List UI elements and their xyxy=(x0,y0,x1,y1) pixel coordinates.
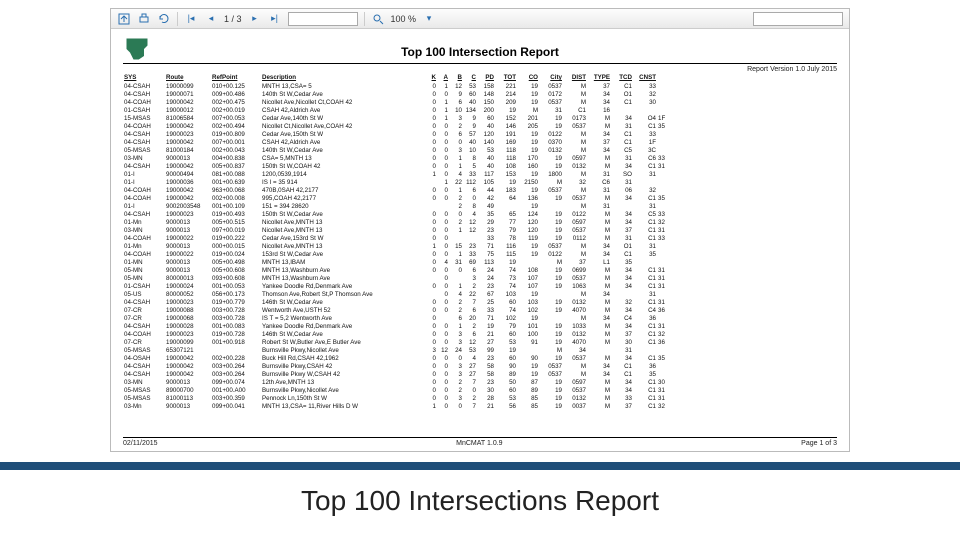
table-row: 07-CR19000088003+00.728Wentworth Ave,UST… xyxy=(123,306,837,314)
prev-page-icon[interactable]: ◂ xyxy=(204,12,218,26)
table-row: 15-MSAS81006584007+00.053Cedar Ave,140th… xyxy=(123,114,837,122)
table-row: 05-MN80000013093+00.608MNTH 13,Washburn … xyxy=(123,274,837,282)
table-row: 01-Mn9000013000+00.015Nicollet Ave,MNTH … xyxy=(123,242,837,250)
col-header: RefPoint xyxy=(211,73,261,82)
table-row: 01-I9002003548001+00.109151 = 394 286202… xyxy=(123,202,837,210)
table-row: 01-CSAH19000024001+00.053Yankee Doodle R… xyxy=(123,282,837,290)
zoom-level: 100 % xyxy=(391,14,417,24)
table-row: 01-I19000036001+00.639IS I = 35 91412211… xyxy=(123,178,837,186)
table-row: 05-MSAS81000184002+00.043140th St W,Ceda… xyxy=(123,146,837,154)
col-header: A xyxy=(437,73,449,82)
table-row: 04-CSAH19000042007+00.001CSAH 42,Aldrich… xyxy=(123,138,837,146)
table-row: 07-CR19000068003+00.728IS T = 5,2 Wentwo… xyxy=(123,314,837,322)
table-row: 04-COAH19000023019+00.728146th St W,Ceda… xyxy=(123,330,837,338)
table-row: 03-MN9000013004+00.838CSA= 5,MNTH 130018… xyxy=(123,154,837,162)
first-page-icon[interactable]: |◂ xyxy=(184,12,198,26)
report-footer: 02/11/2015 MnCMAT 1.0.9 Page 1 of 3 xyxy=(123,437,837,447)
col-header: K xyxy=(425,73,437,82)
table-row: 04-CSAH19000023019+00.493150th St W,Ceda… xyxy=(123,210,837,218)
print-icon[interactable] xyxy=(137,12,151,26)
table-row: 04-CSAH19000042005+00.837150th St W,COAH… xyxy=(123,162,837,170)
table-row: 01-Mn9000013005+00.515Nicollet Ave,MNTH … xyxy=(123,218,837,226)
report-viewer: |◂ ◂ 1 / 3 ▸ ▸| 100 % ▾ Top 100 Intersec… xyxy=(110,8,850,452)
table-row: 01-CSAH19000012002+00.019CSAH 42,Aldrich… xyxy=(123,106,837,114)
find-input[interactable] xyxy=(753,12,843,26)
col-header: TCD xyxy=(611,73,633,82)
zoom-dropdown-icon[interactable]: ▾ xyxy=(422,12,436,26)
table-row: 04-CSAH19000071009+00.486140th St W,Ceda… xyxy=(123,90,837,98)
footer-center: MnCMAT 1.0.9 xyxy=(456,440,502,447)
col-header: Route xyxy=(165,73,211,82)
col-header: PD xyxy=(477,73,495,82)
table-row: 04-CSAH19000023019+00.809Cedar Ave,150th… xyxy=(123,130,837,138)
table-row: 03-MN9000013099+00.07412th Ave,MNTH 1300… xyxy=(123,378,837,386)
col-header: SYS xyxy=(123,73,165,82)
goto-page-input[interactable] xyxy=(288,12,358,26)
report-title: Top 100 Intersection Report xyxy=(123,45,837,59)
table-row: 04-CSAH19000099010+00.125MNTH 13,CSA= 50… xyxy=(123,82,837,90)
table-row: 05-US80000052056+00.173Thomson Ave,Rober… xyxy=(123,290,837,298)
table-row: 04-COAH19000042002+00.475Nicollet Ave,Ni… xyxy=(123,98,837,106)
search-icon[interactable] xyxy=(371,12,385,26)
page-indicator: 1 / 3 xyxy=(224,14,242,24)
table-row: 05-MSAS81000113003+00.359Pennock Ln,150t… xyxy=(123,394,837,402)
last-page-icon[interactable]: ▸| xyxy=(268,12,282,26)
report-version: Report Version 1.0 July 2015 xyxy=(123,66,837,73)
refresh-icon[interactable] xyxy=(157,12,171,26)
table-row: 03-Mn9000013099+00.041MNTH 13,CSA= 11,Ri… xyxy=(123,402,837,410)
export-icon[interactable] xyxy=(117,12,131,26)
col-header: TYPE xyxy=(587,73,611,82)
table-row: 04-COAH19000042002+00.008995,COAH 42,217… xyxy=(123,194,837,202)
col-header: TOT xyxy=(495,73,517,82)
table-row: 04-COAH19000022019+00.024153rd St W,Ceda… xyxy=(123,250,837,258)
table-row: 04-OSAH19000042002+00.228Buck Hill Rd,CS… xyxy=(123,354,837,362)
table-row: 04-CSAH19000028001+00.083Yankee Doodle R… xyxy=(123,322,837,330)
footer-page: Page 1 of 3 xyxy=(801,440,837,447)
col-header: Description xyxy=(261,73,425,82)
table-row: 04-CSAH19000042003+00.264Burnsville Pkwy… xyxy=(123,362,837,370)
table-row: 04-CSAH19000042003+00.264Burnsville Pkwy… xyxy=(123,370,837,378)
table-row: 07-CR19000099001+00.918Robert St W,Butle… xyxy=(123,338,837,346)
col-header: City xyxy=(539,73,563,82)
table-row: 04-COAH19000042002+00.494Nicollet Ct,Nic… xyxy=(123,122,837,130)
table-row: 05-MSAS89000700001+00.A00Burnsville Pkwy… xyxy=(123,386,837,394)
col-header: CO xyxy=(517,73,539,82)
intersection-table: SYSRouteRefPointDescriptionKABCPDTOTCOCi… xyxy=(123,73,837,410)
slide-caption: Top 100 Intersections Report xyxy=(301,485,659,517)
col-header: DIST xyxy=(563,73,587,82)
slide-caption-band: Top 100 Intersections Report xyxy=(0,462,960,540)
table-row: 04-CSAH19000023019+00.779146th St W,Ceda… xyxy=(123,298,837,306)
report-page: Top 100 Intersection Report Report Versi… xyxy=(111,29,849,451)
table-row: 05-MN9000013005+00.608MNTH 13,Washburn A… xyxy=(123,266,837,274)
table-row: 04-COAH19000042963+00.068470B,0SAH 42,21… xyxy=(123,186,837,194)
col-header: CNST xyxy=(633,73,657,82)
table-row: 01-MN9000013005+00.498MNTH 13,IBAM043169… xyxy=(123,258,837,266)
table-row: 01-I90000494081+00.0881200,0539,19141043… xyxy=(123,170,837,178)
table-row: 03-MN9000013097+00.019Nicollet Ave,MNTH … xyxy=(123,226,837,234)
viewer-toolbar: |◂ ◂ 1 / 3 ▸ ▸| 100 % ▾ xyxy=(111,9,849,29)
table-row: 05-MSAS65307121Burnsville Pkwy,Nicollet … xyxy=(123,346,837,354)
table-row: 04-COAH19000022019+00.222Cedar Ave,153rd… xyxy=(123,234,837,242)
col-header: B xyxy=(449,73,463,82)
footer-date: 02/11/2015 xyxy=(123,440,158,447)
col-header: C xyxy=(463,73,477,82)
next-page-icon[interactable]: ▸ xyxy=(248,12,262,26)
